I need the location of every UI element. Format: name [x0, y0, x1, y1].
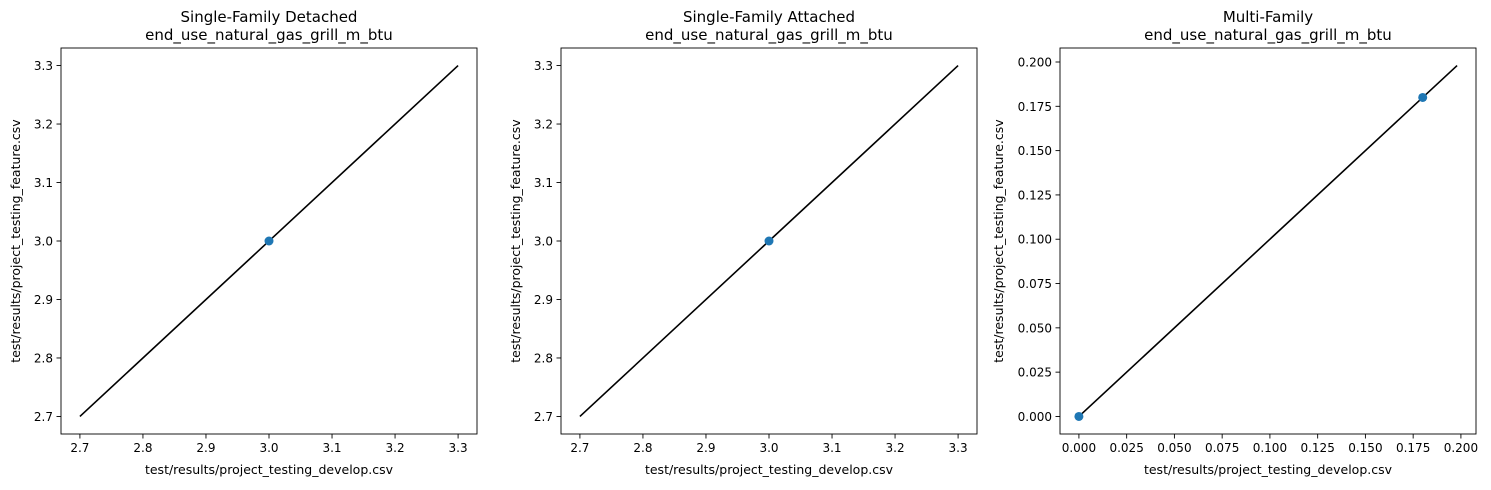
axes-frame [1059, 47, 1477, 435]
chart-subtitle: end_use_natural_gas_grill_m_btu [1144, 26, 1392, 45]
x-tick-label: 0.100 [1253, 441, 1287, 455]
chart-panel-1: Single-Family Detachedend_use_natural_ga… [8, 8, 478, 477]
y-tick-label: 2.8 [534, 351, 553, 365]
chart-subtitle: end_use_natural_gas_grill_m_btu [145, 26, 393, 45]
y-tick-label: 0.050 [1018, 321, 1052, 335]
y-tick-label: 0.200 [1018, 56, 1052, 70]
y-tick-label: 3.3 [34, 59, 53, 73]
x-tick-label: 0.150 [1348, 441, 1382, 455]
x-axis-label: test/results/project_testing_develop.csv [1144, 462, 1393, 477]
y-tick-label: 0.100 [1018, 233, 1052, 247]
reference-line [1078, 64, 1458, 418]
data-point [1074, 411, 1084, 421]
x-tick-label: 2.9 [696, 441, 715, 455]
y-tick-label: 3.0 [34, 235, 53, 249]
y-tick-label: 3.2 [34, 118, 53, 132]
x-axis-label: test/results/project_testing_develop.csv [145, 462, 394, 477]
x-tick-label: 3.0 [759, 441, 778, 455]
x-tick-label: 3.1 [822, 441, 841, 455]
y-tick-label: 2.8 [34, 351, 53, 365]
y-tick-label: 3.1 [534, 176, 553, 190]
x-tick-label: 2.8 [633, 441, 652, 455]
x-tick-label: 2.9 [196, 441, 215, 455]
chart-panel-3: Multi-Familyend_use_natural_gas_grill_m_… [991, 8, 1478, 477]
chart-panel-2: Single-Family Attachedend_use_natural_ga… [508, 8, 978, 477]
y-tick-label: 2.7 [534, 410, 553, 424]
y-tick-label: 2.9 [34, 293, 53, 307]
y-axis-label: test/results/project_testing_feature.csv [8, 119, 23, 363]
x-tick-label: 2.8 [133, 441, 152, 455]
x-tick-label: 0.200 [1444, 441, 1478, 455]
x-axis-label: test/results/project_testing_develop.csv [645, 462, 894, 477]
x-tick-label: 3.2 [886, 441, 905, 455]
y-tick-label: 0.075 [1018, 277, 1052, 291]
data-point [764, 236, 774, 246]
chart-title: Multi-Family [1223, 8, 1313, 26]
x-tick-label: 0.000 [1062, 441, 1096, 455]
x-tick-label: 0.075 [1205, 441, 1239, 455]
x-tick-label: 3.1 [322, 441, 341, 455]
y-tick-label: 0.000 [1018, 410, 1052, 424]
x-tick-label: 0.025 [1109, 441, 1143, 455]
x-tick-label: 3.2 [386, 441, 405, 455]
x-tick-label: 3.3 [449, 441, 468, 455]
chart-subtitle: end_use_natural_gas_grill_m_btu [645, 26, 893, 45]
y-tick-label: 0.175 [1018, 100, 1052, 114]
x-tick-label: 2.7 [570, 441, 589, 455]
y-tick-label: 3.2 [534, 118, 553, 132]
y-axis-label: test/results/project_testing_feature.csv [991, 119, 1006, 363]
y-tick-label: 3.1 [34, 176, 53, 190]
y-axis-label: test/results/project_testing_feature.csv [508, 119, 523, 363]
x-tick-label: 0.175 [1396, 441, 1430, 455]
chart-title: Single-Family Detached [181, 8, 358, 26]
y-tick-label: 0.150 [1018, 144, 1052, 158]
x-tick-label: 3.3 [949, 441, 968, 455]
y-tick-label: 3.0 [534, 235, 553, 249]
y-tick-label: 3.3 [534, 59, 553, 73]
y-tick-label: 0.125 [1018, 188, 1052, 202]
x-tick-label: 3.0 [259, 441, 278, 455]
x-tick-label: 0.125 [1300, 441, 1334, 455]
y-tick-label: 2.9 [534, 293, 553, 307]
data-point [1418, 92, 1428, 102]
x-tick-label: 0.050 [1157, 441, 1191, 455]
data-point [264, 236, 274, 246]
x-tick-label: 2.7 [70, 441, 89, 455]
y-tick-label: 2.7 [34, 410, 53, 424]
y-tick-label: 0.025 [1018, 366, 1052, 380]
chart-title: Single-Family Attached [683, 8, 855, 26]
